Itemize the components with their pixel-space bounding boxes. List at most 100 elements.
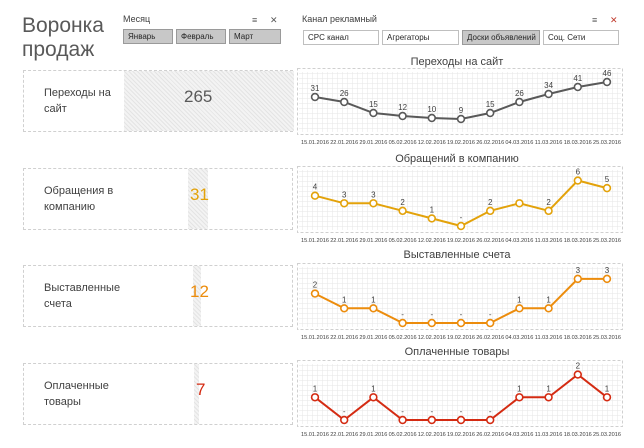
data-point: [602, 183, 612, 193]
x-tick-label: 26.02.2016: [476, 140, 504, 146]
chart-grid: [299, 267, 621, 327]
line-chart-visits: 31 26 15 12 10 9 15 26 34 41 46 15.01.2016 22.01.201…: [297, 68, 623, 146]
multiselect-icon[interactable]: ≡: [592, 15, 598, 25]
month-button-february[interactable]: Февраль: [176, 29, 226, 44]
x-tick-label: 19.02.2016: [447, 238, 475, 244]
month-button-march[interactable]: Март: [229, 29, 281, 44]
line-chart-invoices: 2 1 1 - - - - 1 1 3 3 15.01.2016 22.01.2016 29.01.201…: [297, 263, 623, 341]
x-tick-label: 15.01.2016: [301, 432, 329, 438]
x-tick-label: 12.02.2016: [418, 238, 446, 244]
chart-frame: [297, 166, 623, 233]
x-tick-label: 29.01.2016: [359, 335, 387, 341]
data-point: [573, 370, 582, 379]
x-tick-label: 04.03.2016: [505, 140, 533, 146]
x-tick-label: 25.03.2016: [593, 335, 621, 341]
channel-button-social[interactable]: Соц. Сети: [543, 30, 619, 45]
data-label: -: [460, 213, 463, 222]
data-point: [544, 304, 553, 313]
x-tick-label: 25.03.2016: [593, 432, 621, 438]
kpi-label: Обращения в компанию: [44, 185, 114, 213]
x-tick-label: 04.03.2016: [505, 335, 533, 341]
kpi-bar: [194, 364, 199, 424]
clear-filter-icon[interactable]: ✕: [610, 15, 618, 25]
data-point: [515, 97, 524, 107]
x-tick-label: 12.02.2016: [418, 432, 446, 438]
channel-button-aggregators[interactable]: Агрегаторы: [382, 30, 459, 45]
data-label: -: [430, 407, 433, 416]
data-label: 1: [517, 295, 522, 304]
data-label: 1: [546, 384, 551, 393]
data-point: [515, 199, 524, 208]
data-point: [427, 113, 437, 123]
data-point: [456, 318, 466, 328]
kpi-card-invoices: Выставленные счета 12: [23, 265, 293, 327]
data-label: 3: [605, 266, 610, 275]
data-point: [486, 318, 495, 328]
data-point: [310, 393, 320, 402]
data-label: 34: [544, 81, 553, 90]
x-tick-label: 29.01.2016: [359, 140, 387, 146]
data-point: [573, 176, 582, 185]
data-point: [456, 415, 466, 425]
data-label: -: [460, 407, 463, 416]
data-label: 26: [340, 89, 349, 98]
month-button-january[interactable]: Январь: [123, 29, 173, 44]
data-point: [486, 206, 495, 216]
chart-frame: [297, 68, 623, 135]
data-point: [573, 82, 582, 92]
x-tick-label: 15.01.2016: [301, 238, 329, 244]
kpi-label: Выставленные счета: [44, 282, 121, 310]
kpi-value: 31: [190, 185, 209, 204]
data-label: 1: [371, 384, 376, 393]
data-point: [456, 221, 466, 231]
x-tick-label: 26.02.2016: [476, 335, 504, 341]
data-point: [369, 304, 378, 313]
data-label: 3: [576, 266, 581, 275]
x-tick-label: 22.01.2016: [330, 140, 358, 146]
channel-button-boards[interactable]: Доски объявлений: [462, 30, 540, 45]
channel-button-cpc[interactable]: CPC канал: [303, 30, 379, 45]
data-point: [398, 318, 407, 328]
channel-slicer-title: Канал рекламный: [302, 14, 377, 24]
kpi-bar: [193, 266, 201, 326]
data-label: -: [401, 407, 404, 416]
data-point: [339, 97, 349, 107]
kpi-value: 12: [190, 282, 209, 301]
data-label: 41: [573, 74, 582, 83]
multiselect-icon[interactable]: ≡: [252, 15, 258, 25]
kpi-label: Переходы на сайт: [44, 87, 111, 115]
kpi-label: Оплаченные товары: [44, 380, 109, 408]
kpi-value: 7: [196, 380, 206, 399]
chart-title-invoices: Выставленные счета: [403, 249, 511, 261]
data-point: [310, 92, 320, 102]
clear-filter-icon[interactable]: ✕: [270, 15, 278, 25]
data-label: 10: [427, 105, 436, 114]
data-point: [602, 274, 612, 284]
data-label: 2: [546, 198, 551, 207]
data-label: 26: [515, 89, 524, 98]
x-tick-label: 05.02.2016: [389, 432, 417, 438]
x-tick-label: 15.01.2016: [301, 140, 329, 146]
data-point: [339, 199, 349, 208]
kpi-value: 265: [184, 87, 213, 106]
data-point: [369, 199, 378, 208]
x-tick-label: 18.03.2016: [564, 335, 592, 341]
data-point: [602, 77, 612, 87]
data-label: 2: [576, 362, 581, 371]
data-label: 1: [430, 205, 435, 214]
data-label: 9: [459, 106, 464, 115]
kpi-card-requests: Обращения в компанию 31: [23, 168, 293, 230]
kpi-bar: [124, 71, 294, 131]
x-tick-label: 25.03.2016: [593, 238, 621, 244]
data-label: 15: [486, 100, 495, 109]
x-tick-label: 15.01.2016: [301, 335, 329, 341]
line-chart-paid: 1 - 1 - - - - 1 1 2 1 15.01.2016 22.01.2016 29.01.201…: [297, 360, 623, 438]
data-point: [544, 206, 553, 216]
x-tick-label: 19.02.2016: [447, 335, 475, 341]
data-label: -: [489, 310, 492, 319]
chart-title-paid: Оплаченные товары: [404, 346, 510, 358]
data-point: [602, 393, 612, 402]
data-label: 3: [342, 190, 347, 199]
x-tick-label: 29.01.2016: [359, 432, 387, 438]
data-label: 1: [371, 295, 376, 304]
